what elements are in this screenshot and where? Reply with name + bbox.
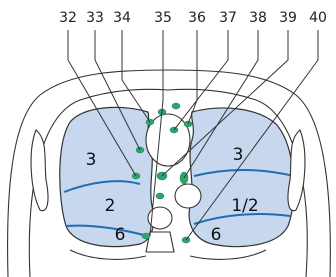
aorta <box>175 184 201 208</box>
region-label: 1/2 <box>231 196 258 216</box>
node-number: 32 <box>59 10 77 26</box>
node-number: 37 <box>219 10 237 26</box>
diagram: 323334353637383940 32631/26 <box>0 0 336 277</box>
node-number: 39 <box>279 10 297 26</box>
region-label: 3 <box>233 145 244 165</box>
node-number: 35 <box>154 10 172 26</box>
rib <box>190 250 266 259</box>
region-label: 6 <box>211 225 222 245</box>
region-label: 6 <box>115 225 126 245</box>
node-number: 40 <box>309 10 327 26</box>
region-label: 2 <box>105 196 116 216</box>
node-number: 38 <box>249 10 267 26</box>
node-labels: 32 33 34 35 36 37 38 39 40 <box>59 10 327 26</box>
right-lung <box>189 108 294 247</box>
node-number: 33 <box>86 10 104 26</box>
left-scapula <box>31 130 48 211</box>
rib <box>70 250 146 259</box>
node-number: 34 <box>113 10 131 26</box>
node-number: 36 <box>188 10 206 26</box>
region-label: 3 <box>86 150 97 170</box>
right-scapula <box>288 130 305 211</box>
